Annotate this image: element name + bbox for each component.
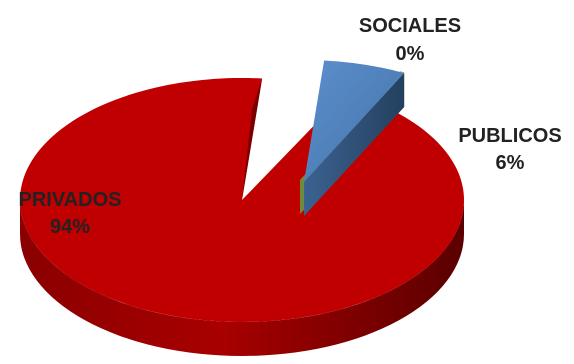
category-label-privados: PRIVADOS xyxy=(19,189,122,211)
slice-label-publicos: PUBLICOS 6% xyxy=(458,125,561,174)
category-label-publicos: PUBLICOS xyxy=(458,125,561,147)
category-label-sociales: SOCIALES xyxy=(359,15,461,37)
value-label-sociales: 0% xyxy=(396,43,425,65)
slice-label-sociales: SOCIALES 0% xyxy=(359,15,461,65)
value-label-privados: 94% xyxy=(50,216,90,238)
value-label-publicos: 6% xyxy=(496,152,525,174)
pie-slice-publicos xyxy=(304,60,405,217)
slice-label-privados: PRIVADOS 94% xyxy=(19,189,122,238)
